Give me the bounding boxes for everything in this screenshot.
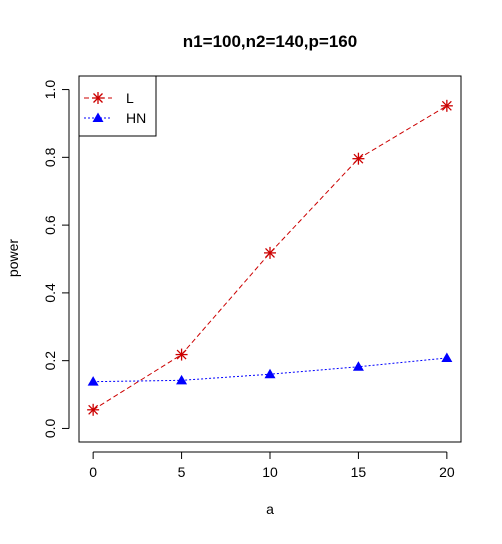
legend-item-hn: HN [84, 110, 146, 126]
data-point-l [440, 99, 453, 112]
y-tick-label: 0.2 [42, 351, 58, 371]
y-tick-label: 0.8 [42, 147, 58, 167]
data-series [87, 99, 453, 416]
data-point-hn [441, 352, 453, 362]
plot-area-border [78, 75, 462, 443]
x-tick-label: 20 [439, 464, 455, 480]
data-point-hn [264, 368, 276, 379]
legend-label-l: L [126, 90, 134, 106]
legend-marker-l [92, 92, 104, 104]
chart-title: n1=100,n2=140,p=160 [183, 32, 357, 51]
y-tick-label: 1.0 [42, 80, 58, 100]
axes: 0 5 10 15 20 0.0 0.2 0.4 0.6 0.8 1.0 [42, 75, 462, 480]
y-tick-label: 0.4 [42, 283, 58, 303]
legend-item-l: L [84, 90, 134, 106]
x-tick-label: 5 [178, 464, 186, 480]
data-point-l [352, 152, 365, 165]
y-axis-label: power [5, 239, 21, 277]
series-line-l [92, 105, 448, 411]
data-point-hn [176, 374, 188, 385]
legend-box [78, 75, 157, 137]
series-l [87, 99, 453, 416]
series-hn [87, 352, 453, 386]
data-point-hn [352, 361, 364, 371]
y-tick-label: 0.0 [42, 419, 58, 439]
data-point-l [175, 348, 188, 361]
data-point-l [87, 403, 100, 416]
x-axis-label: a [266, 501, 274, 517]
data-point-l [264, 246, 276, 259]
data-point-hn [87, 376, 99, 386]
x-tick-label: 15 [351, 464, 367, 480]
legend-marker-hn [92, 112, 104, 122]
y-tick-label: 0.6 [42, 215, 58, 235]
x-tick-label: 0 [89, 464, 97, 480]
legend: L HN [78, 75, 157, 137]
legend-label-hn: HN [126, 110, 146, 126]
x-tick-label: 10 [262, 464, 278, 480]
